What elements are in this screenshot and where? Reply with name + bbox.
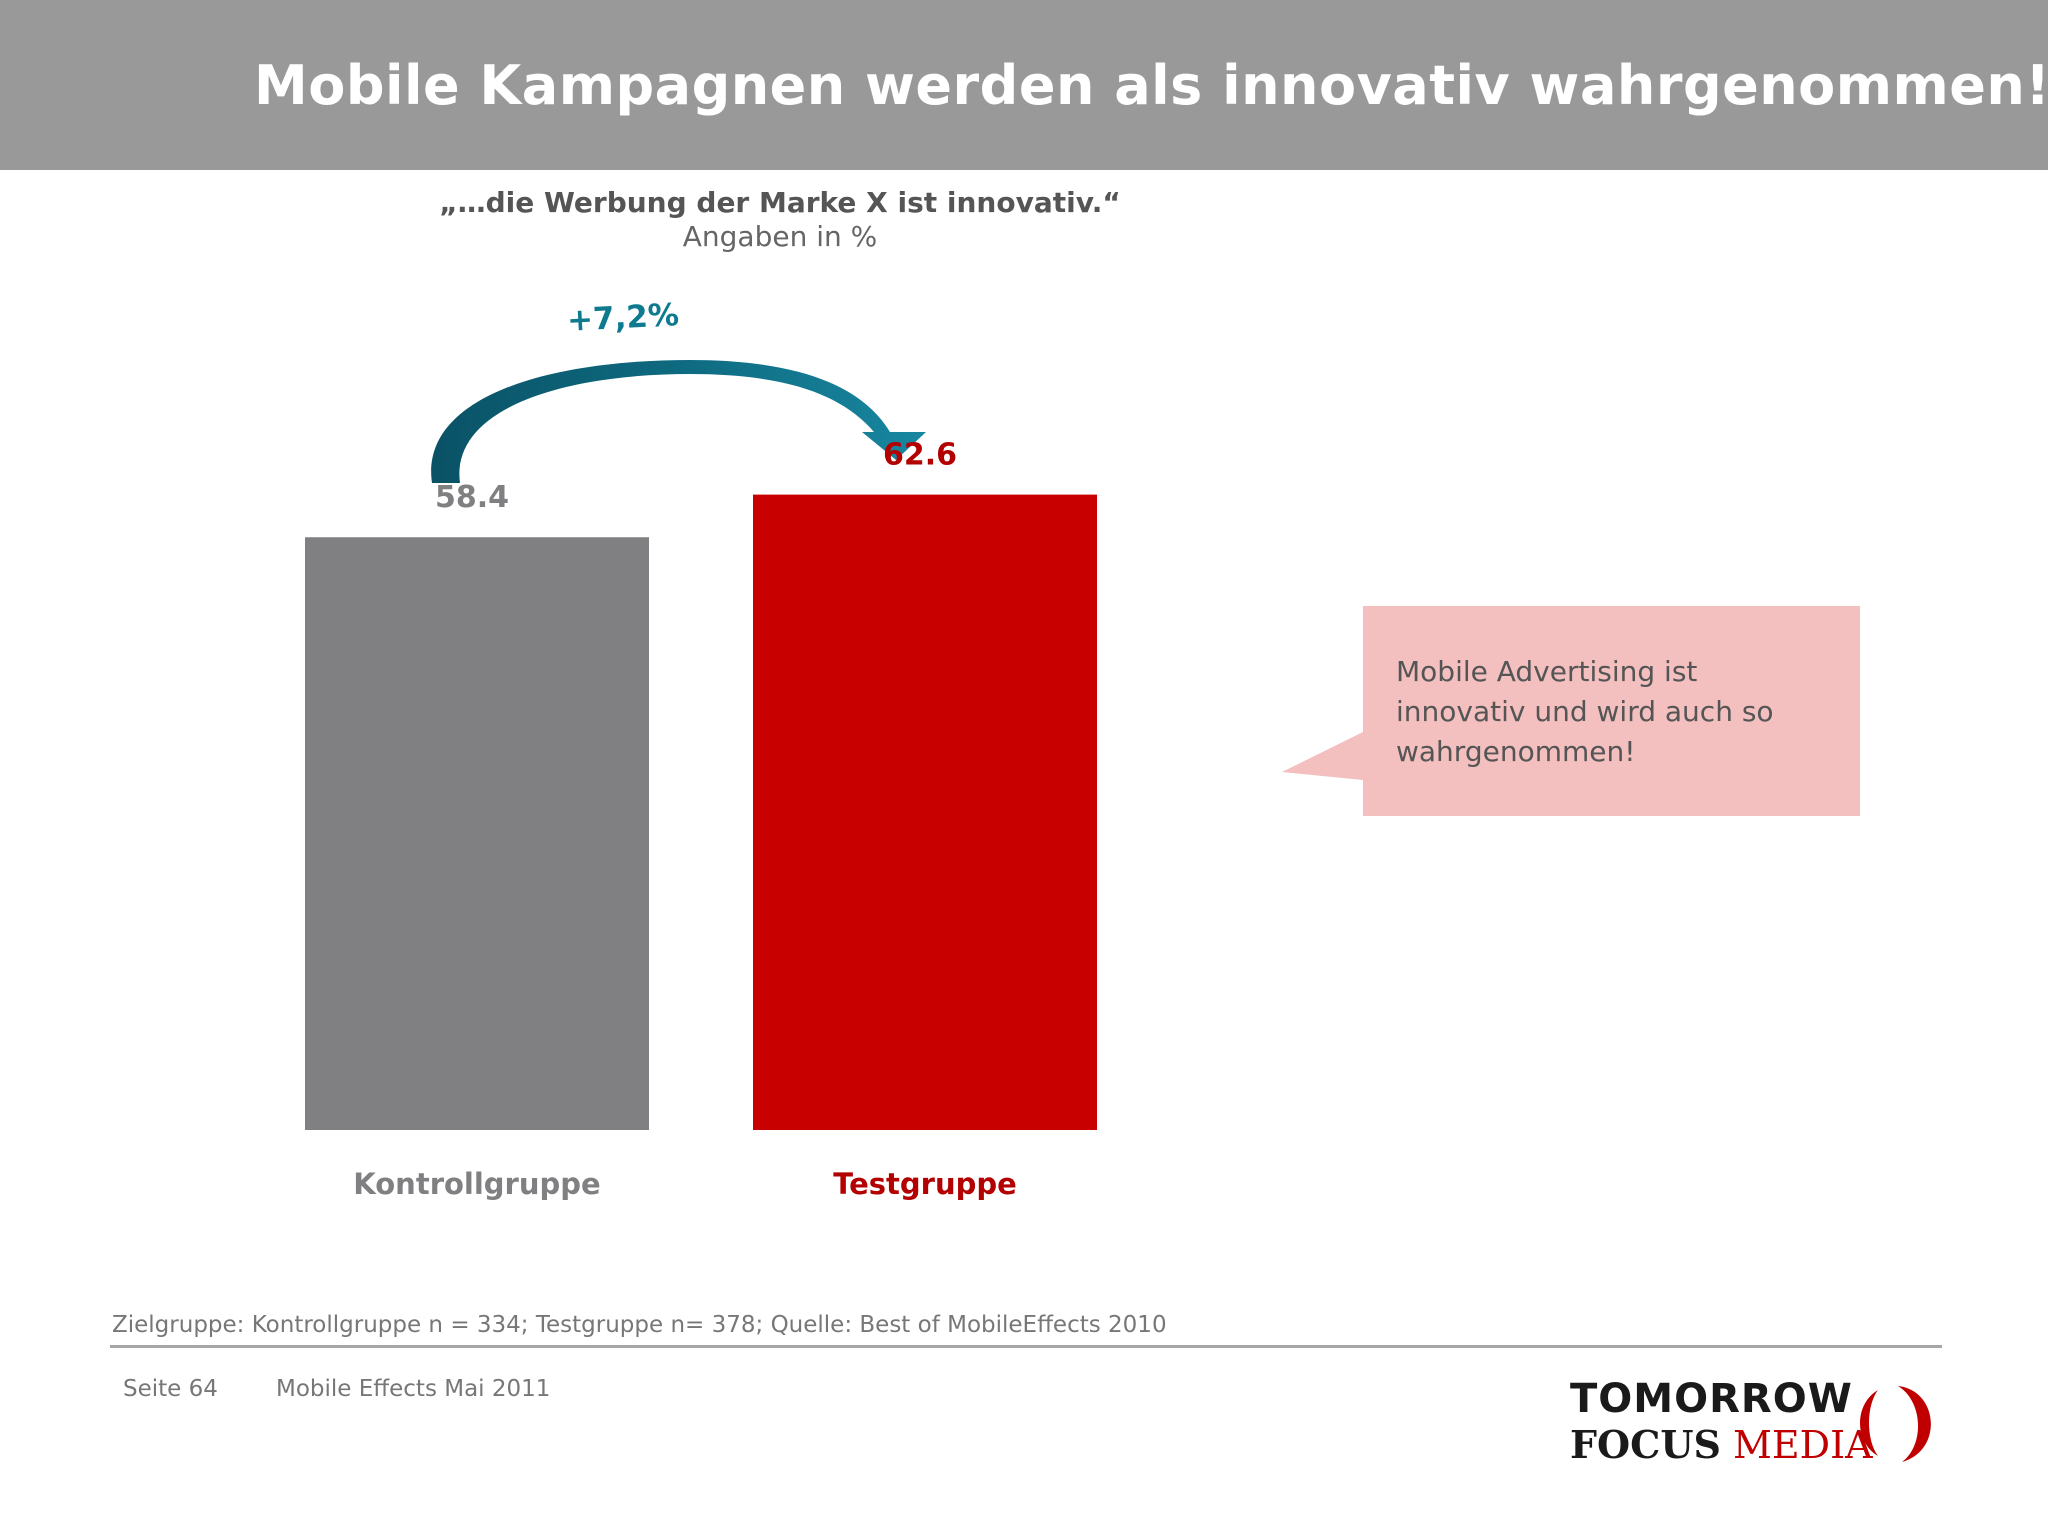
category-label-testgruppe: Testgruppe [833, 1167, 1017, 1201]
source-footnote: Zielgruppe: Kontrollgruppe n = 334; Test… [112, 1312, 1167, 1338]
increase-annotation: +7,2% [566, 297, 680, 339]
bar-kontrollgruppe [305, 537, 649, 1130]
bar-testgruppe [753, 494, 1097, 1130]
header-bar: Mobile Kampagnen werden als innovativ wa… [0, 0, 2048, 170]
chart-subtitle: Angaben in % [682, 220, 878, 253]
page-title: Mobile Kampagnen werden als innovativ wa… [254, 54, 2048, 117]
value-label-kontrollgruppe: 58.4 [435, 480, 509, 515]
footer-date: Mobile Effects Mai 2011 [276, 1376, 551, 1402]
callout-text: Mobile Advertising ist innovativ und wir… [1396, 655, 1774, 768]
footer-divider [110, 1345, 1942, 1348]
callout-bubble [1282, 606, 1860, 816]
company-logo: TOMORROW FOCUS MEDIA [1566, 1372, 1956, 1472]
logo-line1: TOMORROW [1570, 1376, 1853, 1422]
logo-focus: FOCUS [1570, 1422, 1721, 1467]
category-label-kontrollgruppe: Kontrollgruppe [353, 1167, 600, 1201]
value-label-testgruppe: 62.6 [883, 438, 957, 473]
logo-media: MEDIA [1733, 1423, 1873, 1467]
page-number: Seite 64 [123, 1376, 218, 1402]
chart-title: „…die Werbung der Marke X ist innovativ.… [439, 186, 1121, 219]
logo-ring-icon [1860, 1386, 1931, 1462]
logo-line2: FOCUS MEDIA [1570, 1422, 1873, 1467]
